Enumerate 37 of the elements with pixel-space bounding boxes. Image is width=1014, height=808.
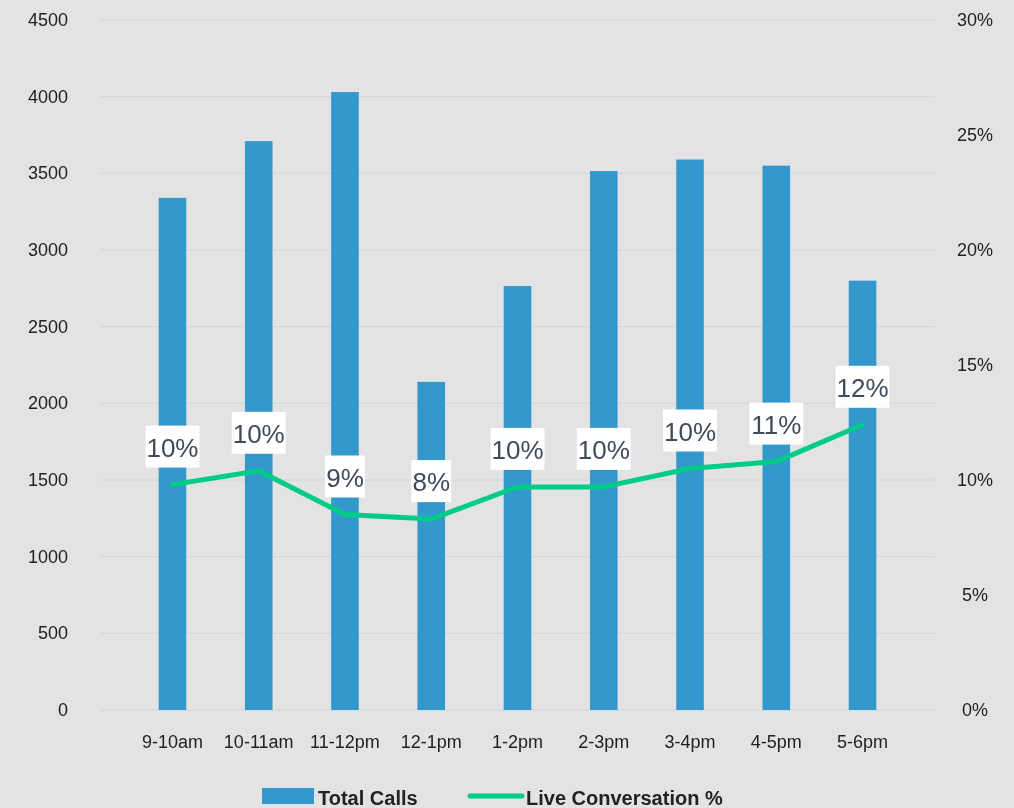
x-tick-label: 11-12pm [310,732,380,752]
x-tick-label: 9-10am [141,732,203,752]
legend-label: Total Calls [318,787,418,808]
y2-tick-label: 0% [961,700,989,720]
x-tick-label: 1-2pm [491,732,544,752]
data-label: 12% [836,372,889,403]
x-tick-label: 10-11am [223,732,294,752]
y-tick-label: 2000 [27,393,68,414]
y-tick-label: 1000 [27,546,68,567]
x-tick-label: 3-4pm [664,732,716,752]
data-label: 10% [232,418,285,449]
y-tick-label: 4000 [27,86,68,107]
x-tick-label: 4-5pm [750,732,802,752]
x-tick-label: 2-3pm [578,732,630,752]
y-tick-label: 1500 [27,470,68,490]
y-tick-label: 500 [37,623,68,644]
data-label: 8% [412,467,451,498]
legend-label: Live Conversation % [526,787,723,808]
data-label: 9% [326,462,364,493]
data-label: 10% [146,432,199,463]
y2-tick-label: 5% [961,585,989,605]
y-tick-label: 0 [57,700,68,720]
y-tick-label: 3000 [27,240,68,260]
y2-tick-label: 30% [956,10,994,30]
y-tick-label: 4500 [27,10,68,30]
y-tick-label: 2500 [27,316,68,337]
y2-tick-label: 25% [956,125,994,145]
y2-tick-label: 20% [956,240,994,260]
data-label: 10% [664,416,717,447]
y2-tick-label: 15% [956,355,994,375]
data-label: 10% [577,434,630,465]
data-label: 10% [491,434,544,465]
x-tick-label: 12-1pm [400,732,462,752]
data-label: 11% [751,409,802,440]
y2-tick-label: 10% [956,470,994,490]
y-tick-label: 3500 [27,163,68,184]
x-tick-label: 5-6pm [837,732,889,752]
